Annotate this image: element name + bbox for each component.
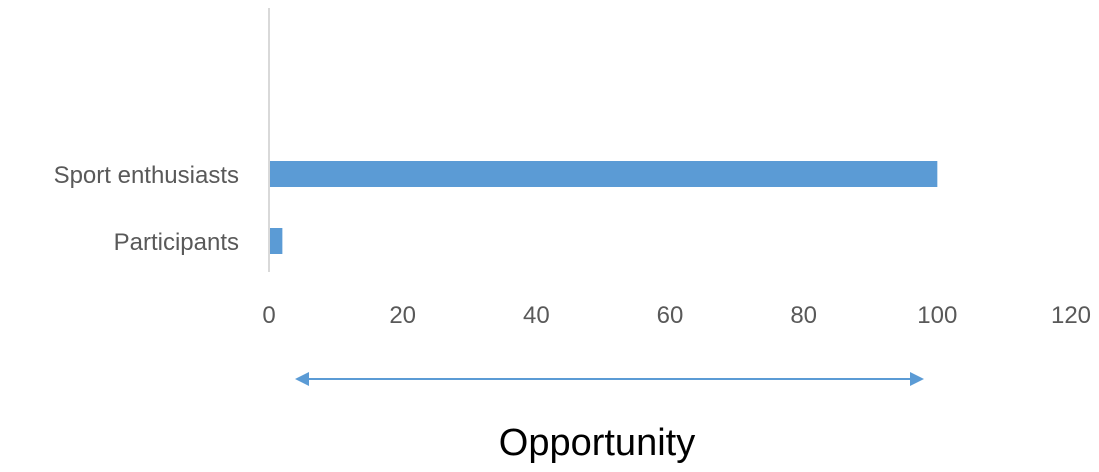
x-tick-label: 20 [389, 302, 416, 329]
category-label: Sport enthusiasts [54, 162, 239, 189]
opportunity-arrow-head-left [295, 372, 309, 386]
bar-participants [270, 228, 283, 254]
x-tick-label: 100 [917, 302, 957, 329]
x-tick-label: 80 [790, 302, 817, 329]
category-label: Participants [114, 229, 239, 256]
x-tick-label: 60 [657, 302, 684, 329]
x-tick-label: 120 [1051, 302, 1091, 329]
x-tick-label: 0 [262, 302, 275, 329]
opportunity-arrow-head-right [910, 372, 924, 386]
opportunity-label: Opportunity [499, 422, 695, 464]
x-tick-label: 40 [523, 302, 550, 329]
bar-sport-enthusiasts [270, 161, 938, 187]
